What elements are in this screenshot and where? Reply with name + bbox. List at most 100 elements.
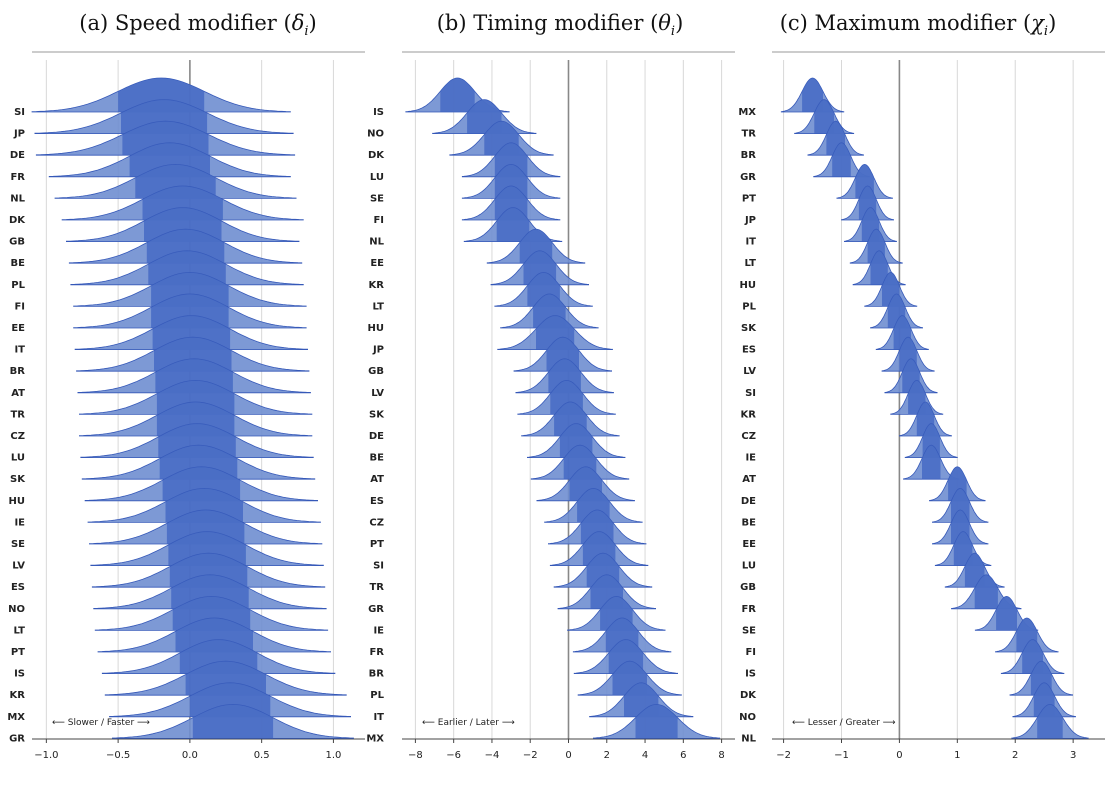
category-label: LT (744, 258, 756, 269)
x-tick-label: 1 (954, 750, 960, 761)
panel-title: (a) Speed modifier (δi) (79, 11, 316, 39)
panel-title-end: ) (1048, 11, 1056, 35)
category-label: MX (366, 733, 384, 744)
category-label: PT (742, 193, 756, 204)
category-label: LU (742, 561, 756, 572)
x-tick-label: 0.5 (254, 750, 270, 761)
category-label: FI (14, 301, 25, 312)
category-label: FR (369, 647, 384, 658)
category-label: LU (11, 453, 25, 464)
category-label: KR (10, 690, 26, 701)
category-label: KR (369, 280, 385, 291)
category-label: BE (11, 258, 26, 269)
x-tick-label: 4 (642, 750, 648, 761)
category-label: DK (368, 150, 385, 161)
category-label: KR (741, 409, 757, 420)
ridge-band-HU (870, 250, 888, 285)
category-label: GR (740, 172, 756, 183)
category-label: DK (740, 690, 757, 701)
category-label: IE (745, 453, 756, 464)
x-tick-label: 2 (604, 750, 610, 761)
x-tick-label: −6 (446, 750, 461, 761)
ridge-band-NL (496, 207, 530, 242)
category-label: PL (742, 301, 756, 312)
ridge-band-AT (922, 445, 941, 480)
x-tick-label: −1.0 (34, 750, 58, 761)
category-label: SE (742, 625, 756, 636)
category-label: SE (11, 539, 25, 550)
x-tick-label: −8 (408, 750, 423, 761)
category-label: DE (741, 496, 756, 507)
x-tick-label: −2 (523, 750, 538, 761)
category-label: PT (370, 539, 384, 550)
panel-1: (b) Timing modifier (θi) −8 −6 −4 −2 0 2 4 6 8 IS N… (366, 11, 735, 761)
category-label: BE (370, 453, 385, 464)
x-tick-label: −1 (834, 750, 849, 761)
ridge-band-TR (814, 99, 834, 134)
ridge-band-IS (440, 78, 475, 112)
category-label: CZ (741, 431, 756, 442)
category-label: PL (370, 690, 384, 701)
panel-title-symbol: χ (1029, 11, 1045, 35)
category-label: NO (739, 712, 756, 723)
category-label: SE (370, 193, 384, 204)
ridge-band-SE (996, 596, 1017, 631)
category-label: IS (373, 107, 384, 118)
category-label: BE (742, 517, 757, 528)
category-label: LV (371, 388, 384, 399)
category-label: JP (372, 345, 384, 356)
panel-title-end: ) (675, 11, 683, 35)
category-label: GB (9, 237, 25, 248)
x-tick-label: 0 (565, 750, 571, 761)
category-label: FI (745, 647, 756, 658)
category-label: SK (369, 409, 385, 420)
panel-title-text: (a) Speed modifier ( (79, 11, 291, 35)
x-tick-label: 1.0 (325, 750, 341, 761)
panel-title-subscript: i (1044, 24, 1048, 39)
category-label: NO (367, 129, 384, 140)
x-tick-label: −0.5 (106, 750, 130, 761)
category-label: EE (742, 539, 756, 550)
category-label: BR (369, 669, 385, 680)
category-label: IE (373, 625, 384, 636)
category-label: DE (369, 431, 384, 442)
category-label: EE (11, 323, 25, 334)
ridge-band-LU (953, 531, 973, 566)
category-label: HU (368, 323, 385, 334)
x-tick-label: 3 (1070, 750, 1076, 761)
category-label: SI (745, 388, 756, 399)
category-label: DK (9, 215, 26, 226)
category-label: CZ (369, 517, 384, 528)
category-label: AT (11, 388, 25, 399)
category-label: GB (368, 366, 384, 377)
ridge-band-MX (802, 78, 823, 112)
category-label: MX (7, 712, 25, 723)
category-label: JP (744, 215, 756, 226)
category-label: IS (14, 669, 25, 680)
category-label: IS (745, 669, 756, 680)
x-tick-label: −4 (485, 750, 500, 761)
category-label: SK (741, 323, 757, 334)
category-label: ES (11, 582, 25, 593)
panel-title-text: (c) Maximum modifier ( (780, 11, 1032, 35)
category-label: SI (373, 561, 384, 572)
category-label: GB (740, 582, 756, 593)
panel-title-symbol: δ (292, 11, 305, 35)
category-label: SI (14, 107, 25, 118)
category-label: DE (10, 150, 25, 161)
category-label: FI (373, 215, 384, 226)
ridge-band-GR (192, 704, 274, 739)
category-label: NL (10, 193, 25, 204)
category-label: MX (738, 107, 756, 118)
category-label: BR (741, 150, 757, 161)
category-label: NL (369, 237, 384, 248)
category-label: TR (10, 409, 25, 420)
category-label: IT (373, 712, 384, 723)
x-tick-label: 0 (896, 750, 902, 761)
category-label: FR (741, 604, 756, 615)
ridge-band-GR (832, 142, 851, 177)
category-label: SK (10, 474, 26, 485)
panel-title: (c) Maximum modifier (χi) (780, 11, 1057, 39)
direction-note: ⟵ Lesser / Greater ⟶ (792, 718, 896, 728)
